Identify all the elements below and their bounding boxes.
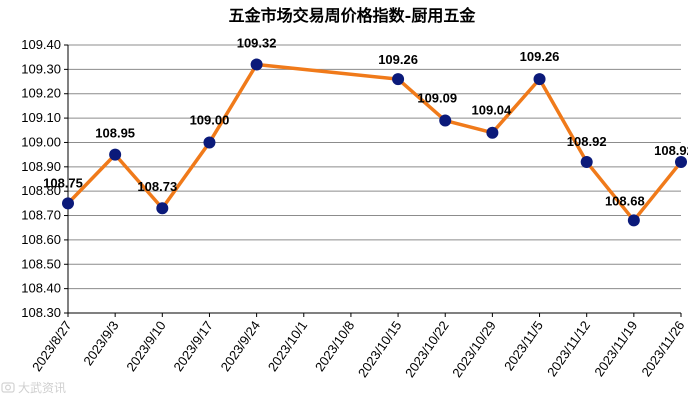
data-label: 109.26 — [520, 49, 560, 64]
x-tick-label: 2023/9/24 — [218, 318, 263, 374]
data-point — [675, 155, 687, 168]
y-tick-label: 108.70 — [21, 208, 61, 223]
y-tick-label: 108.90 — [21, 159, 61, 174]
series-markers — [62, 58, 687, 227]
x-tick-label: 2023/10/15 — [355, 318, 405, 380]
x-tick-label: 2023/11/26 — [638, 318, 687, 379]
y-tick-label: 108.60 — [21, 232, 61, 247]
data-label: 109.26 — [378, 52, 418, 67]
x-tick-label: 2023/11/19 — [591, 318, 640, 379]
x-tick-label: 2023/9/10 — [123, 318, 168, 374]
y-tick-label: 108.40 — [21, 281, 61, 296]
y-tick-label: 108.30 — [21, 305, 61, 320]
x-tick-label: 2023/10/8 — [312, 318, 357, 374]
y-tick-label: 109.20 — [21, 86, 61, 101]
data-label: 108.92 — [654, 143, 688, 158]
data-label: 108.75 — [43, 175, 83, 190]
data-label: 109.04 — [472, 103, 513, 118]
data-point — [250, 58, 263, 71]
data-label: 108.95 — [95, 126, 135, 141]
data-label: 108.92 — [567, 134, 607, 149]
gridlines — [68, 44, 681, 314]
data-label: 109.32 — [237, 35, 277, 50]
y-tick-label: 108.80 — [21, 183, 61, 198]
y-axis-ticks: 108.30 108.40 108.50 108.60 108.70 108.80 108.… — [21, 37, 61, 320]
data-point — [486, 126, 499, 139]
data-label: 108.73 — [137, 179, 177, 194]
x-tick-label: 2023/10/22 — [402, 318, 452, 380]
x-tick-label: 2023/11/12 — [544, 318, 593, 379]
data-label: 109.00 — [190, 112, 230, 127]
data-point — [109, 148, 122, 161]
data-point — [580, 155, 593, 168]
data-point — [533, 73, 546, 86]
data-labels: 108.75 108.95 108.73 109.00 109.32 109.26 109.… — [43, 35, 688, 208]
chart-title: 五金市场交易周价格指数-厨用五金 — [229, 6, 477, 25]
data-label: 108.68 — [605, 193, 645, 208]
data-point — [627, 214, 640, 227]
data-point — [392, 73, 405, 86]
x-tick-label: 2023/9/17 — [170, 318, 215, 374]
x-tick-label: 2023/8/27 — [29, 318, 74, 374]
data-point — [439, 114, 452, 127]
y-tick-label: 109.10 — [21, 110, 61, 125]
x-tick-label: 2023/10/1 — [265, 318, 310, 374]
x-tick-label: 2023/11/5 — [501, 318, 546, 373]
data-point — [156, 202, 169, 215]
series-line-path — [66, 62, 683, 223]
axes — [64, 44, 682, 317]
y-tick-label: 109.30 — [21, 61, 61, 76]
data-point — [203, 136, 216, 149]
camera-icon — [1, 382, 15, 393]
watermark: 大武资讯 — [1, 381, 66, 395]
series-line — [66, 62, 683, 223]
watermark-text: 大武资讯 — [18, 381, 66, 395]
y-tick-label: 109.40 — [21, 37, 61, 52]
data-point — [62, 197, 74, 210]
x-axis-ticks: 2023/8/27 2023/9/3 2023/9/10 2023/9/17 2023/… — [29, 318, 687, 380]
x-tick-label: 2023/10/29 — [449, 318, 499, 380]
x-tick-label: 2023/9/3 — [80, 318, 121, 368]
y-tick-label: 109.00 — [21, 134, 61, 149]
data-label: 109.09 — [417, 91, 457, 106]
y-tick-label: 108.50 — [21, 256, 61, 271]
